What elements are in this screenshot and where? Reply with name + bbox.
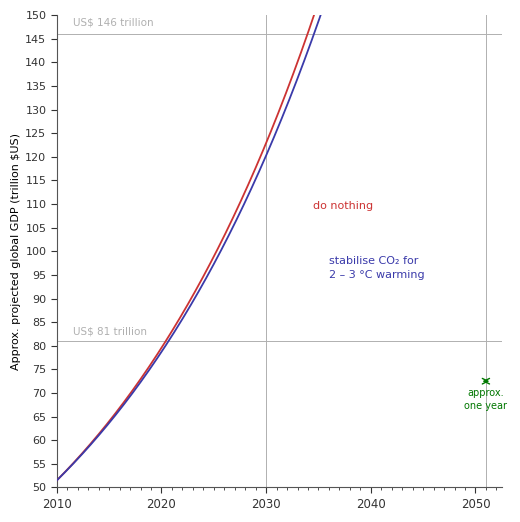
Text: stabilise CO₂ for
2 – 3 °C warming: stabilise CO₂ for 2 – 3 °C warming	[329, 256, 424, 280]
Text: do nothing: do nothing	[313, 201, 373, 211]
Text: approx.
one year: approx. one year	[464, 388, 508, 411]
Text: US$ 146 trillion: US$ 146 trillion	[72, 18, 153, 28]
Text: US$ 81 trillion: US$ 81 trillion	[72, 326, 147, 336]
Y-axis label: Approx. projected global GDP (trillion $US): Approx. projected global GDP (trillion $…	[11, 133, 21, 370]
